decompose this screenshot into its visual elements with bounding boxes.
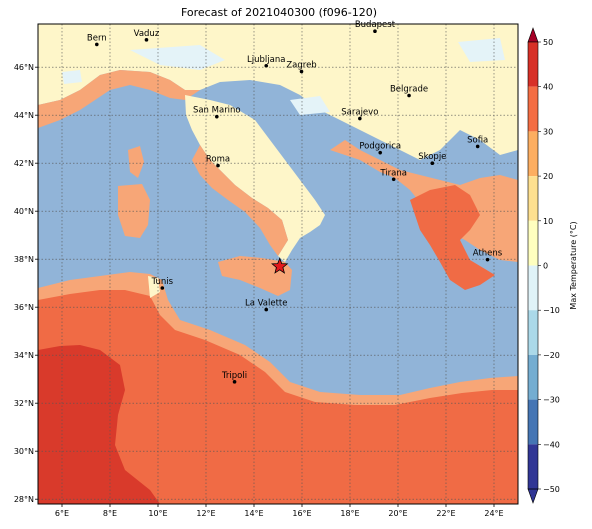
lon-tick-label: 8°E [103,509,117,518]
star-marker [271,257,289,274]
map-title: Forecast of 2021040300 (f096-120) [180,6,378,19]
city-label: Podgorica [359,142,401,152]
colorbar-segment [528,444,538,489]
colorbar-tick-label: −50 [543,485,560,494]
lon-tick-label: 14°E [244,509,263,518]
colorbar-tick-label: 30 [543,127,553,136]
lon-tick-label: 16°E [292,509,311,518]
lon-tick-label: 10°E [148,509,167,518]
city-dot [299,69,304,74]
land-italy [185,95,325,262]
colorbar-segment [528,42,538,87]
city-dot [216,163,220,168]
lat-tick-label: 30°N [14,447,34,456]
city-label: Roma [206,155,230,165]
city-dot [407,93,411,98]
colorbar-tick-label: −10 [543,306,560,315]
lon-tick-label: 6°E [55,509,69,518]
colorbar-tick-label: −20 [543,351,560,360]
lat-tick-label: 44°N [14,111,34,120]
city-dot [95,42,99,47]
colorbar-segment [528,265,538,311]
lat-tick-label: 34°N [14,351,34,360]
cold-patch [130,45,225,70]
city-label: Budapest [355,20,396,30]
land-north-band [38,70,200,128]
city-label: Belgrade [390,85,428,95]
lon-tick-label: 18°E [340,509,359,518]
land-italy-coast [192,145,288,256]
lat-tick-label: 42°N [14,159,34,168]
city-dot [430,161,435,165]
land-corsica [128,146,144,178]
lon-tick-label: 24°E [484,509,503,518]
lat-tick-label: 38°N [14,255,34,264]
lat-tick-label: 46°N [14,63,34,72]
city-label: Sofia [467,135,488,145]
city-dot [160,286,165,290]
plot-frame [37,23,519,505]
colorbar-extend-bottom [527,488,539,504]
city-label: Skopje [418,152,446,162]
city-dot [391,177,396,182]
lon-tick-label: 12°E [196,509,215,518]
lat-tick-label: 40°N [14,207,34,216]
city-dot [144,38,149,42]
city-dot [373,29,377,33]
colorbar-segment [528,86,538,132]
colorbar-tick-label: 20 [543,172,553,181]
lon-tick-label: 22°E [436,509,455,518]
colorbar-tick-label: 0 [543,262,548,271]
city-dot [358,116,362,121]
city-label: Vaduz [134,29,160,39]
colorbar-tick-label: −30 [543,396,560,405]
city-label: Sarajevo [341,108,378,118]
star-icon [271,257,289,274]
lat-tick-label: 28°N [14,495,34,504]
axes: 6°E 8°E 10°E 12°E 14°E 16°E 18°E 20°E 22°E 24°E 46… [14,63,504,518]
city-label: San Marino [193,106,241,116]
city-dot [475,144,480,149]
colorbar-segment [528,310,538,355]
land-africa-hotter [38,345,160,504]
colorbar-segment [528,176,538,221]
city-dot [264,63,269,68]
city-dot [232,380,237,384]
graticule [38,24,518,504]
city-label: Bern [87,33,107,43]
land-sicily [218,256,292,296]
city-label: La Valette [245,299,288,309]
city-label: Tunis [151,277,174,287]
cold-patch [458,38,505,62]
city-label: Ljubljana [247,55,285,65]
colorbar-tick-label: 50 [543,38,553,47]
colorbar-tick-label: 10 [543,217,553,226]
city-label: Tirana [379,168,407,178]
colorbar-label: Max Temperature (°C) [569,221,578,309]
colorbar-tick-label: 40 [543,83,553,92]
lat-tick-label: 32°N [14,399,34,408]
lon-tick-label: 20°E [388,509,407,518]
colorbar-tick-label: −40 [543,440,560,449]
lat-tick-label: 36°N [14,303,34,312]
city-dot [485,257,490,262]
city-dot [264,307,269,312]
colorbar-segment [528,131,538,177]
city-dot [378,150,383,155]
colorbar-segment [528,354,538,400]
colorbar-extend-top [527,27,539,43]
land-africa-warm-tunisia [148,276,160,298]
colorbar-segment [528,399,538,445]
city-label: Zagreb [286,61,316,71]
city-dot [215,114,219,119]
cold-patch [62,70,82,84]
colorbar-segment [528,220,538,266]
city-label: Tripoli [221,371,247,381]
cold-patch [290,96,330,115]
colorbar: 50 40 30 20 10 0 −10 −20 −30 −40 −50 Max Temperatur… [527,27,578,504]
city-label: Athens [473,249,503,259]
